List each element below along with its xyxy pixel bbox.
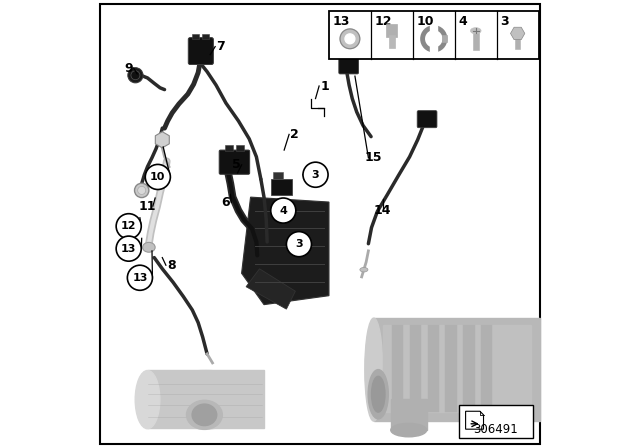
Text: 7: 7 [216, 40, 225, 53]
Bar [148, 370, 264, 428]
Ellipse shape [128, 68, 143, 83]
Ellipse shape [147, 370, 264, 429]
Circle shape [287, 232, 312, 257]
Text: 8: 8 [167, 258, 175, 272]
Circle shape [345, 34, 355, 44]
Bar [202, 34, 209, 39]
Text: 6: 6 [221, 196, 230, 209]
Circle shape [116, 236, 141, 261]
Bar [329, 11, 539, 59]
Text: 5: 5 [232, 158, 241, 172]
Text: 15: 15 [365, 151, 383, 164]
FancyBboxPatch shape [339, 57, 358, 74]
Text: 12: 12 [121, 221, 136, 231]
Ellipse shape [391, 423, 427, 437]
Text: 14: 14 [374, 204, 392, 217]
Bar [392, 325, 403, 412]
Bar [463, 325, 474, 412]
Polygon shape [466, 411, 484, 429]
Bar [410, 325, 421, 412]
Circle shape [271, 198, 296, 223]
Circle shape [340, 29, 360, 49]
Bar [430, 26, 437, 52]
Ellipse shape [470, 28, 481, 34]
Bar [481, 325, 493, 412]
Ellipse shape [186, 401, 222, 429]
Ellipse shape [192, 404, 217, 426]
Circle shape [116, 214, 141, 239]
Bar [472, 32, 479, 50]
Bar [459, 405, 532, 438]
Ellipse shape [131, 71, 140, 80]
Bar [387, 24, 397, 37]
Circle shape [145, 164, 170, 190]
Bar [374, 318, 540, 421]
Bar [273, 172, 284, 179]
Bar [442, 35, 447, 43]
Bar [192, 34, 199, 39]
Polygon shape [241, 197, 329, 305]
Text: 12: 12 [374, 15, 392, 28]
Text: 1: 1 [320, 79, 329, 93]
Bar [236, 145, 244, 151]
Bar [271, 179, 292, 195]
Bar [428, 325, 439, 412]
Text: 10: 10 [150, 172, 166, 182]
Circle shape [127, 265, 152, 290]
Bar [225, 145, 233, 151]
Polygon shape [156, 132, 170, 148]
Text: 13: 13 [333, 15, 350, 28]
Text: 11: 11 [139, 199, 156, 213]
FancyBboxPatch shape [417, 111, 437, 128]
Ellipse shape [360, 267, 368, 272]
Bar [391, 399, 427, 430]
Ellipse shape [135, 370, 160, 429]
Text: 13: 13 [121, 244, 136, 254]
Ellipse shape [134, 183, 149, 198]
Bar [383, 325, 531, 412]
FancyBboxPatch shape [188, 38, 213, 65]
Text: 10: 10 [417, 15, 434, 28]
Ellipse shape [143, 242, 155, 252]
Text: 4: 4 [458, 15, 467, 28]
Text: 4: 4 [279, 206, 287, 215]
Bar [445, 325, 457, 412]
Circle shape [303, 162, 328, 187]
Bar [389, 35, 394, 48]
Ellipse shape [368, 370, 388, 419]
Text: 13: 13 [132, 273, 148, 283]
FancyBboxPatch shape [220, 150, 250, 174]
Text: 3: 3 [312, 170, 319, 180]
Polygon shape [511, 27, 525, 39]
Ellipse shape [371, 376, 385, 412]
Text: 306491: 306491 [474, 422, 518, 436]
Polygon shape [246, 269, 296, 309]
Text: 2: 2 [290, 128, 299, 141]
Text: 9: 9 [124, 61, 132, 75]
Ellipse shape [138, 186, 146, 194]
Ellipse shape [365, 318, 383, 421]
Text: 3: 3 [500, 15, 509, 28]
Text: 3: 3 [295, 239, 303, 249]
Bar [515, 36, 520, 49]
